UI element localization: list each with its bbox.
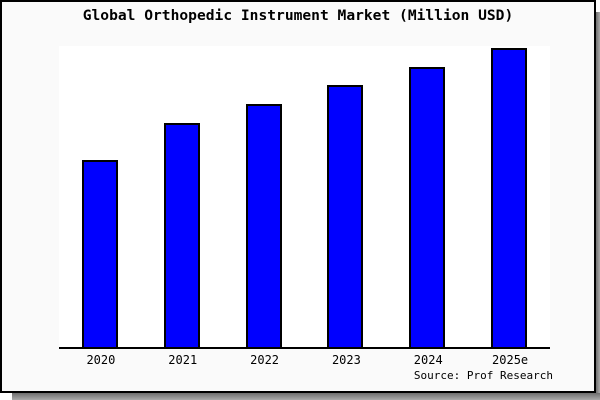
frame-drop-shadow-bottom [12, 393, 600, 400]
x-tick-label-2020: 2020 [86, 353, 116, 367]
x-tick-label-2021: 2021 [168, 353, 198, 367]
chart-title: Global Orthopedic Instrument Market (Mil… [82, 7, 514, 24]
bar-2024 [409, 67, 446, 347]
bar-2025e [491, 48, 528, 347]
x-tick-label-2023: 2023 [331, 353, 361, 367]
bar-2020 [81, 160, 118, 347]
x-tick-label-2022: 2022 [250, 353, 280, 367]
bar-2023 [327, 85, 364, 347]
frame-drop-shadow-right [596, 12, 600, 400]
bar-2021 [163, 123, 200, 347]
bar-2022 [245, 104, 282, 347]
x-axis-tick-labels: 2020 2021 2022 2023 2024 2025e [0, 353, 596, 368]
source-attribution: Source: Prof Research [413, 369, 553, 382]
plot-area [59, 46, 550, 349]
x-tick-label-2024: 2024 [413, 353, 443, 367]
x-tick-label-2025e: 2025e [492, 353, 529, 367]
